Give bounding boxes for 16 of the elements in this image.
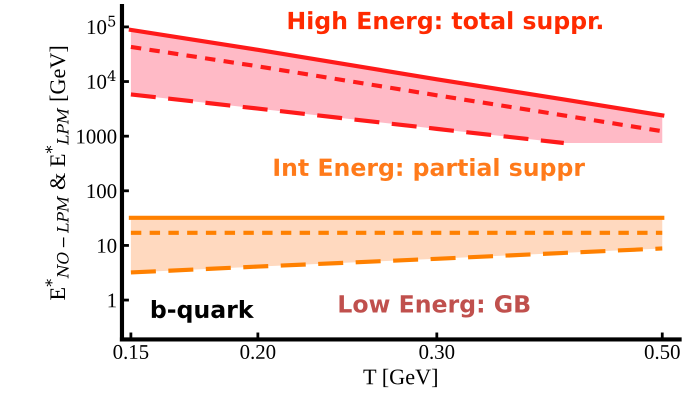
annotation: Low Energ: GB [339, 294, 530, 318]
annotation: b-quark [152, 300, 254, 323]
y-tick-label: 10$^{4}$ [88, 70, 116, 89]
x-tick-label: 0.50 [644, 344, 680, 360]
y-tick-label: 100 [88, 184, 116, 198]
y-axis-title: E$^{*}$$_{NO−LPM}$ & E$^{*}$$_{LPM}$ [GeV] [45, 46, 69, 300]
x-tick-label: 0.20 [240, 344, 276, 360]
x-axis-title: T [GeV] [363, 368, 437, 388]
y-tick-label: 10 [98, 238, 116, 253]
y-tick-label: 1 [108, 294, 116, 308]
annotation: High Energ: total suppr. [288, 11, 602, 34]
x-tick-label: 0.30 [419, 344, 454, 360]
x-tick-label: 0.15 [113, 344, 148, 360]
y-tick-label: 10$^{5}$ [88, 16, 116, 34]
y-tick-label: 1000 [77, 130, 116, 144]
annotation: Int Energ: partial suppr [274, 158, 585, 181]
